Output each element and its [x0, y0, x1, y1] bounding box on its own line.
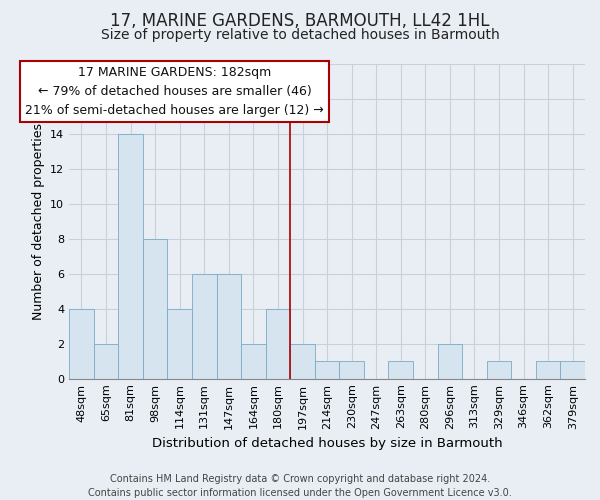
Text: Size of property relative to detached houses in Barmouth: Size of property relative to detached ho…: [101, 28, 499, 42]
Y-axis label: Number of detached properties: Number of detached properties: [32, 123, 44, 320]
Bar: [94, 344, 118, 378]
Bar: [192, 274, 217, 378]
Text: 17, MARINE GARDENS, BARMOUTH, LL42 1HL: 17, MARINE GARDENS, BARMOUTH, LL42 1HL: [110, 12, 490, 30]
Bar: [241, 344, 266, 378]
Bar: [290, 344, 315, 378]
Bar: [266, 309, 290, 378]
Bar: [118, 134, 143, 378]
Bar: [536, 361, 560, 378]
Text: Contains HM Land Registry data © Crown copyright and database right 2024.
Contai: Contains HM Land Registry data © Crown c…: [88, 474, 512, 498]
Bar: [487, 361, 511, 378]
Bar: [143, 239, 167, 378]
Bar: [167, 309, 192, 378]
Bar: [437, 344, 462, 378]
Bar: [217, 274, 241, 378]
Bar: [69, 309, 94, 378]
Bar: [340, 361, 364, 378]
X-axis label: Distribution of detached houses by size in Barmouth: Distribution of detached houses by size …: [152, 437, 502, 450]
Bar: [560, 361, 585, 378]
Bar: [388, 361, 413, 378]
Bar: [315, 361, 340, 378]
Text: 17 MARINE GARDENS: 182sqm
← 79% of detached houses are smaller (46)
21% of semi-: 17 MARINE GARDENS: 182sqm ← 79% of detac…: [25, 66, 324, 116]
